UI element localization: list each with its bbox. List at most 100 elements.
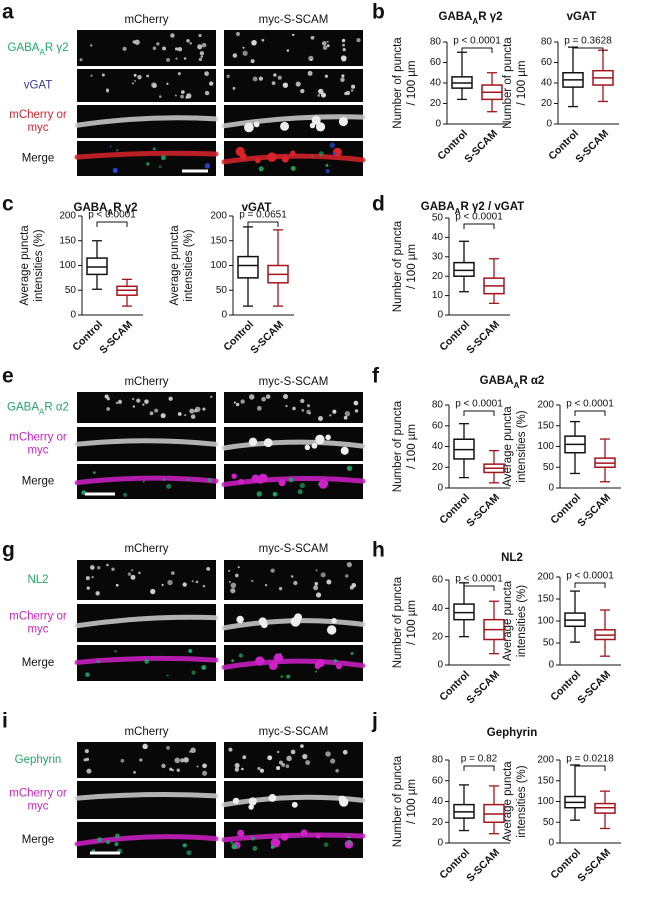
punctum xyxy=(95,591,100,596)
column-header: mCherry xyxy=(124,726,168,738)
punctum xyxy=(279,653,282,656)
punctum xyxy=(116,149,119,152)
text-part: GABA xyxy=(8,42,40,54)
row-label: mCherry or xyxy=(9,432,67,444)
punctum xyxy=(301,408,305,412)
y-tick-label: 100 xyxy=(537,616,554,627)
punctum xyxy=(136,398,141,403)
subscript: A xyxy=(39,48,45,57)
punctum xyxy=(290,749,296,755)
punctum xyxy=(323,842,329,847)
punctum xyxy=(264,584,268,587)
y-tick-label: 150 xyxy=(59,235,76,246)
p-value: p = 0.0651 xyxy=(239,210,287,221)
y-tick-label: 200 xyxy=(537,572,554,583)
row-label: vGAT xyxy=(24,80,53,92)
punctum xyxy=(133,771,136,774)
y-axis-label: Number of puncta/ 100 µm xyxy=(392,37,418,129)
punctum xyxy=(278,586,283,591)
y-tick-label: 200 xyxy=(537,755,554,766)
punctum xyxy=(333,659,338,663)
subscript: A xyxy=(472,17,478,26)
punctum xyxy=(208,81,214,86)
punctum xyxy=(190,747,196,754)
punctum xyxy=(232,86,236,90)
text-part: Gephyrin xyxy=(15,754,62,766)
spine xyxy=(278,479,286,487)
dendrite xyxy=(74,834,219,847)
dendrite xyxy=(221,794,366,808)
text-part: myc xyxy=(27,445,48,457)
punctum xyxy=(166,82,169,85)
punctum xyxy=(285,764,290,769)
spine xyxy=(294,613,303,622)
row-label: Gephyrin xyxy=(15,754,62,766)
punctum xyxy=(342,43,345,47)
punctum xyxy=(114,650,117,653)
y-axis-label: Average puncta intensities (%) xyxy=(502,761,528,842)
punctum xyxy=(114,842,119,847)
punctum xyxy=(91,576,94,579)
punctum xyxy=(256,405,262,411)
y-axis-label-line: Number of puncta xyxy=(392,37,404,129)
punctum xyxy=(180,94,184,99)
y-axis-label-line: Average puncta xyxy=(169,225,181,306)
panel-letter: d xyxy=(372,193,385,216)
spine xyxy=(267,152,277,162)
punctum xyxy=(111,567,115,571)
punctum xyxy=(329,142,336,149)
punctum xyxy=(314,581,318,586)
punctum xyxy=(232,53,238,58)
punctum xyxy=(177,46,183,52)
punctum xyxy=(210,395,213,399)
punctum xyxy=(230,841,234,845)
punctum xyxy=(326,44,330,48)
spine xyxy=(236,615,244,624)
punctum xyxy=(149,411,154,416)
punctum xyxy=(318,151,324,157)
punctum xyxy=(314,670,317,673)
punctum xyxy=(112,167,118,173)
panel-letter: e xyxy=(2,365,14,388)
y-tick-label: 80 xyxy=(541,37,553,48)
punctum xyxy=(307,70,313,76)
y-tick-label: 60 xyxy=(432,775,444,786)
p-value: p = 0.3628 xyxy=(564,36,612,47)
spine xyxy=(339,797,349,807)
panel-title: NL2 xyxy=(501,552,523,564)
punctum xyxy=(257,766,261,770)
punctum xyxy=(186,39,190,43)
punctum xyxy=(324,74,328,78)
punctum xyxy=(131,82,135,85)
punctum xyxy=(195,580,199,584)
x-tick-label: S-SCAM xyxy=(575,491,613,529)
punctum xyxy=(234,763,240,769)
dendrite xyxy=(74,792,219,801)
micrograph xyxy=(224,69,363,102)
punctum xyxy=(201,665,207,671)
punctum xyxy=(174,757,181,764)
column-header: mCherry xyxy=(124,543,168,555)
punctum xyxy=(250,59,255,64)
punctum xyxy=(181,90,185,94)
punctum xyxy=(326,482,329,485)
punctum xyxy=(162,46,167,51)
punctum xyxy=(230,582,237,589)
significance-bracket xyxy=(463,223,495,229)
panel-letter: j xyxy=(371,710,378,733)
punctum xyxy=(146,74,150,78)
punctum xyxy=(346,839,353,846)
punctum xyxy=(132,405,136,408)
y-axis-label-line: Average puncta xyxy=(19,225,31,306)
punctum xyxy=(117,399,123,404)
y-axis-label-line: / 100 µm xyxy=(406,61,418,106)
punctum xyxy=(265,394,271,399)
micrograph xyxy=(77,781,216,819)
panel-letter: a xyxy=(2,1,14,24)
punctum xyxy=(156,42,160,46)
spine xyxy=(238,478,244,485)
punctum xyxy=(158,95,162,98)
spine xyxy=(318,479,328,489)
punctum xyxy=(115,583,119,587)
